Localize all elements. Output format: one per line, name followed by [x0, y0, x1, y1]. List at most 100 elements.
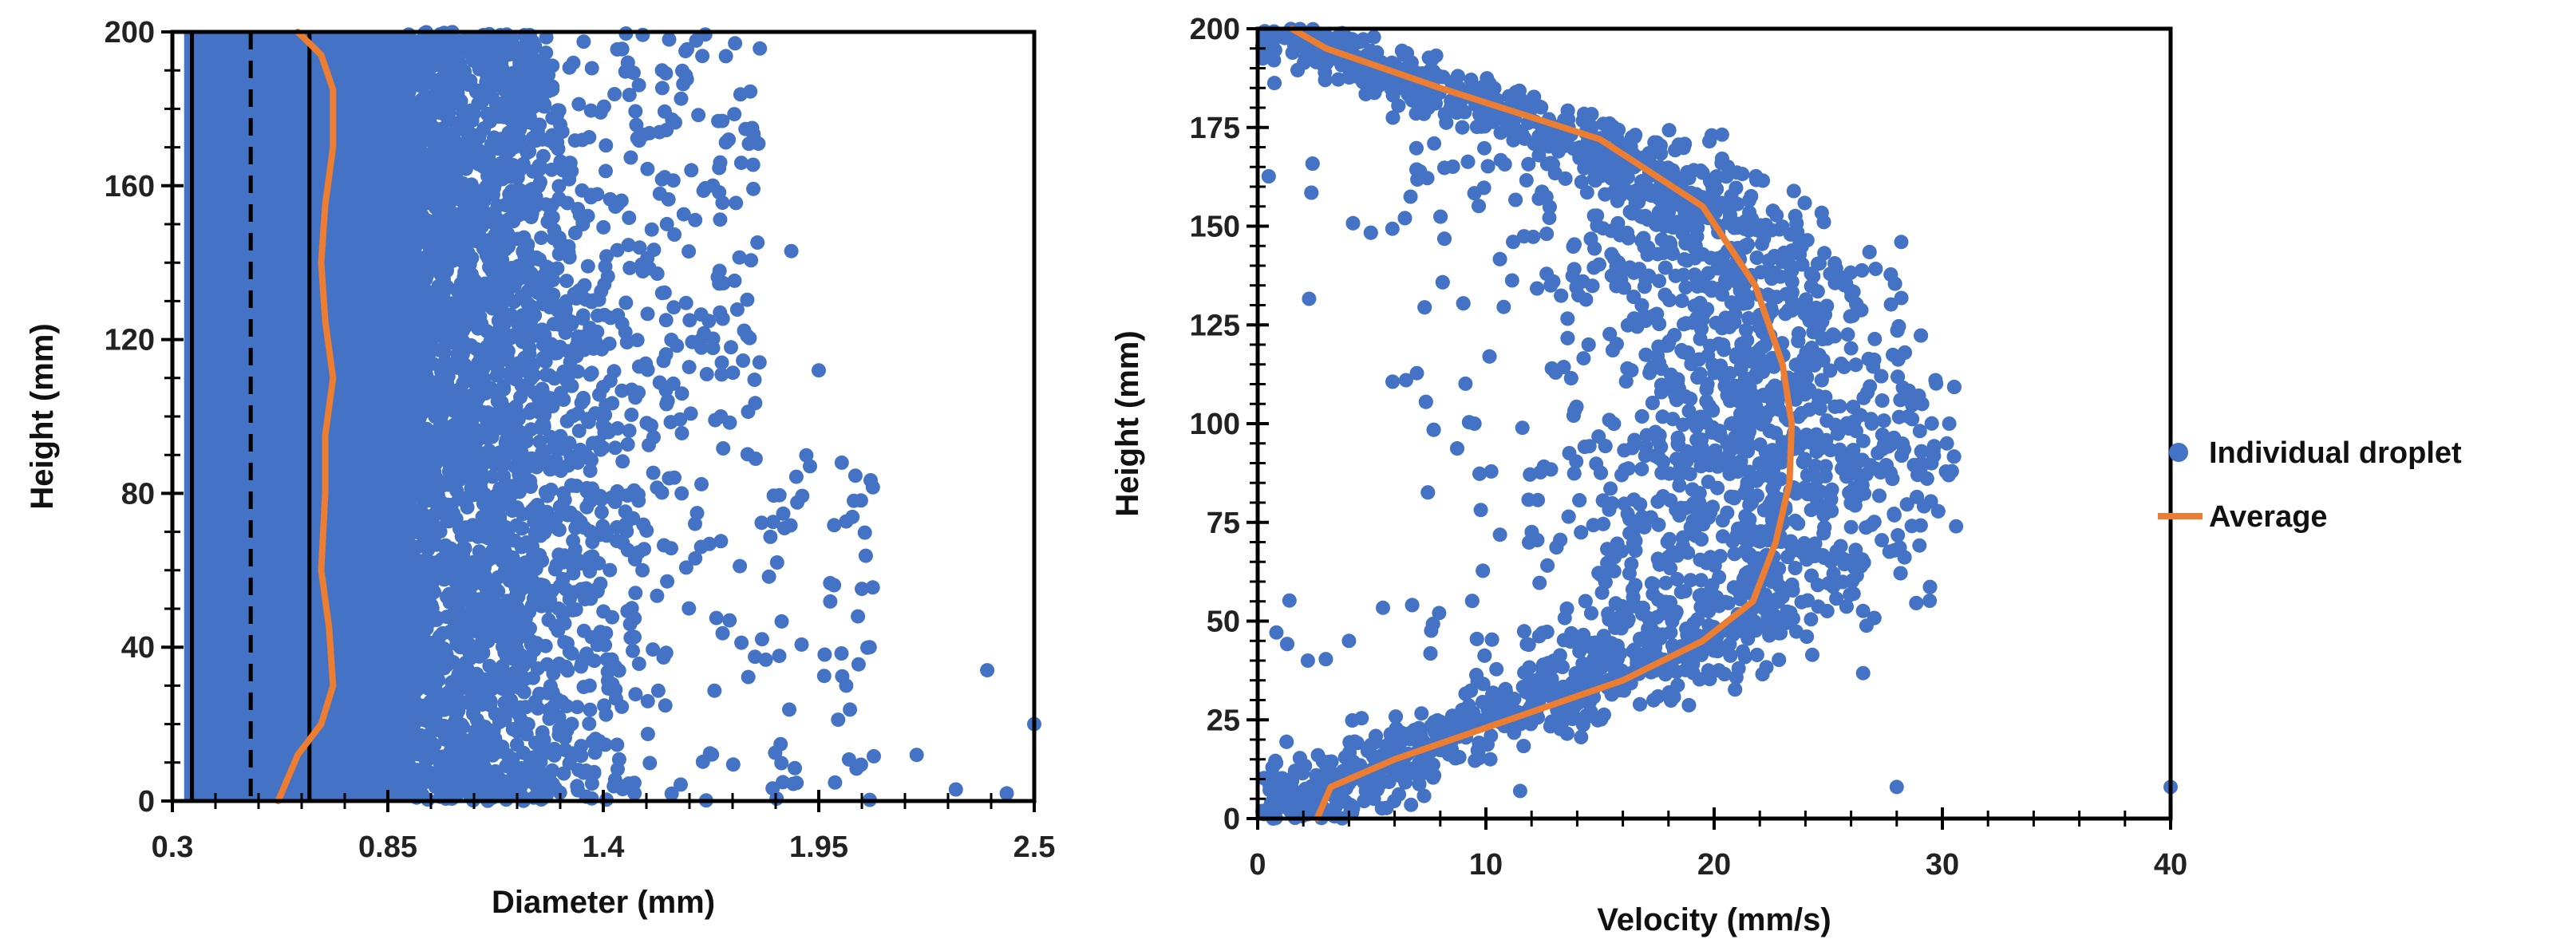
droplet-point [753, 41, 768, 56]
droplet-point [1427, 136, 1442, 151]
x-tick-label: 2.5 [1013, 831, 1056, 864]
droplet-point [716, 441, 731, 456]
droplet-point [565, 602, 580, 618]
droplet-point [455, 634, 470, 649]
droplet-point [489, 540, 504, 554]
droplet-point [673, 412, 688, 427]
droplet-point [576, 623, 591, 638]
droplet-point [437, 355, 452, 370]
droplet-point [434, 318, 449, 333]
droplet-point [660, 574, 675, 589]
droplet-point [405, 706, 419, 721]
droplet-point [1366, 30, 1381, 45]
droplet-point [695, 49, 710, 64]
droplet-point [516, 363, 531, 378]
droplet-point [736, 353, 751, 368]
droplet-point [567, 286, 582, 302]
droplet-point [666, 300, 682, 315]
droplet-point [1496, 299, 1511, 314]
y-tick-label: 160 [105, 170, 155, 203]
droplet-point [448, 708, 464, 723]
droplet-point [584, 776, 599, 791]
droplet-point [424, 725, 439, 740]
droplet-point [540, 215, 555, 229]
droplet-point [534, 231, 549, 246]
droplet-point [403, 492, 417, 507]
droplet-point [752, 355, 767, 370]
droplet-point [1282, 593, 1297, 608]
droplet-point [620, 437, 635, 452]
droplet-point [597, 277, 612, 292]
droplet-point [563, 449, 579, 464]
droplet-point [539, 504, 555, 519]
droplet-point [452, 490, 467, 505]
droplet-point [790, 495, 805, 510]
droplet-point [555, 501, 570, 516]
droplet-point [851, 609, 866, 624]
droplet-point [456, 758, 472, 773]
droplet-point [452, 571, 467, 586]
droplet-point [817, 647, 832, 662]
droplet-point [515, 52, 530, 67]
droplet-point [729, 195, 744, 211]
droplet-point [494, 247, 509, 262]
droplet-point [450, 317, 465, 332]
droplet-point [460, 414, 475, 429]
droplet-point [845, 509, 860, 524]
droplet-point [754, 632, 769, 647]
droplet-point [650, 588, 665, 603]
droplet-point [426, 394, 441, 409]
droplet-point [538, 484, 553, 499]
droplet-point [583, 187, 599, 203]
droplet-point [782, 702, 796, 717]
droplet-point [1385, 221, 1400, 236]
droplet-point [583, 702, 598, 717]
droplet-point [627, 786, 642, 801]
droplet-point [468, 724, 483, 739]
droplet-point [664, 333, 679, 347]
droplet-point [591, 292, 606, 307]
droplet-point [455, 346, 470, 361]
droplet-point [650, 683, 666, 698]
droplet-point [816, 669, 832, 684]
droplet-point [500, 402, 515, 417]
droplet-point [631, 385, 646, 401]
droplet-point [490, 162, 505, 177]
droplet-point [403, 159, 418, 174]
droplet-point [839, 678, 854, 693]
droplet-point [847, 468, 863, 483]
droplet-point [608, 691, 623, 706]
droplet-point [466, 387, 481, 402]
droplet-point [413, 424, 428, 439]
droplet-point [559, 659, 573, 674]
droplet-point [596, 604, 611, 619]
droplet-point [644, 222, 659, 237]
droplet-point [591, 435, 606, 450]
droplet-point [742, 330, 757, 345]
droplet-point [584, 61, 599, 76]
droplet-point [406, 194, 421, 208]
droplet-point [631, 493, 646, 508]
droplet-point [561, 239, 576, 254]
droplet-point [745, 120, 760, 136]
droplet-point [858, 548, 873, 563]
droplet-point [1404, 797, 1419, 812]
droplet-point [548, 618, 563, 633]
droplet-point [948, 782, 963, 797]
droplet-point [599, 625, 614, 641]
droplet-point [421, 150, 437, 165]
droplet-point [626, 643, 640, 658]
droplet-point [496, 639, 510, 654]
y-tick-label: 200 [105, 16, 155, 49]
droplet-point [475, 200, 489, 215]
droplet-point [463, 650, 478, 665]
droplet-point [724, 340, 738, 355]
droplet-point [456, 178, 470, 193]
droplet-point [1886, 347, 1900, 362]
droplet-point [541, 60, 556, 75]
droplet-point [429, 455, 444, 470]
droplet-point [834, 646, 849, 661]
droplet-point [658, 698, 673, 713]
